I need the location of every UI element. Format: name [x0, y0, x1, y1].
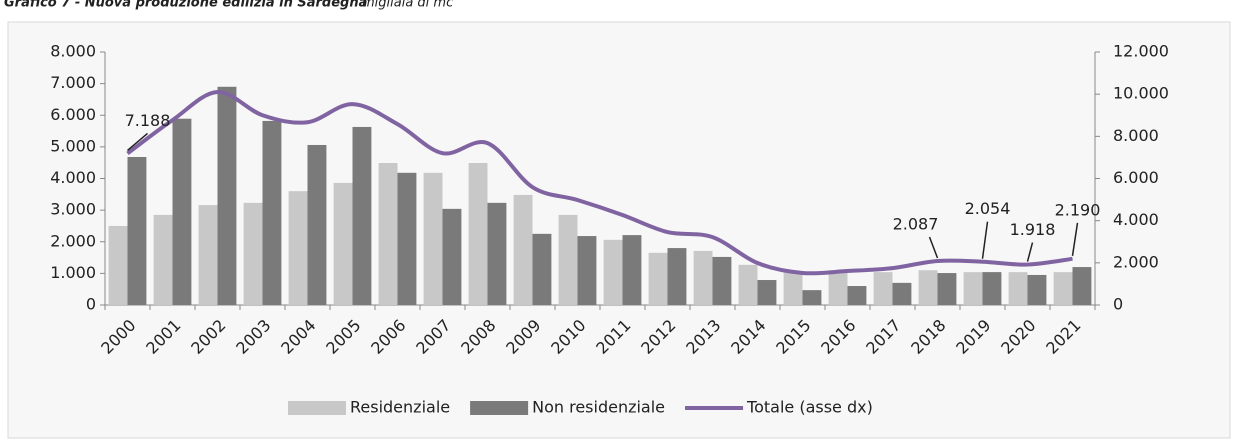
bar — [1008, 272, 1028, 305]
bar — [937, 273, 957, 305]
y-tick-label: 2.000 — [50, 231, 96, 250]
bar — [847, 286, 867, 305]
bar — [172, 118, 192, 305]
y2-tick-label: 12.000 — [1113, 42, 1169, 61]
bar — [513, 194, 533, 305]
leader-line — [1026, 242, 1034, 262]
bar — [1027, 274, 1047, 305]
y-tick-label: 6.000 — [50, 105, 96, 124]
data-label: 1.918 — [1010, 220, 1056, 239]
bar — [603, 239, 623, 305]
bar — [577, 236, 597, 305]
bar — [423, 172, 443, 305]
bar — [378, 163, 398, 305]
y-tick-label: 0 — [86, 295, 96, 314]
bar — [288, 191, 308, 305]
legend-swatch — [470, 401, 529, 415]
bar — [558, 214, 578, 305]
leader-line — [928, 236, 939, 259]
y2-tick-label: 0 — [1113, 295, 1123, 314]
bar — [802, 290, 822, 305]
line — [126, 90, 1073, 276]
data-label: 2.190 — [1055, 200, 1101, 219]
data-label: 2.087 — [893, 214, 939, 233]
y-tick-label: 7.000 — [50, 73, 96, 92]
data-label: 7.188 — [125, 111, 171, 130]
bar — [153, 214, 173, 305]
bar — [712, 256, 732, 305]
bar — [1053, 272, 1073, 305]
bar — [217, 86, 237, 305]
y2-tick-label: 6.000 — [1113, 168, 1159, 187]
chart-subtitle: migliaia di mc — [362, 0, 453, 11]
y-tick-label: 1.000 — [50, 263, 96, 282]
bar — [622, 235, 642, 305]
bar — [532, 233, 552, 305]
bar — [108, 225, 128, 305]
bar — [333, 182, 353, 305]
bar — [397, 172, 417, 305]
bar — [352, 126, 372, 305]
bar — [667, 248, 687, 305]
bar — [198, 205, 218, 305]
bar — [963, 272, 983, 305]
leader-line — [981, 221, 989, 259]
y-tick-label: 5.000 — [50, 136, 96, 155]
legend-label: Residenziale — [350, 398, 450, 417]
bar — [1072, 267, 1092, 305]
y2-tick-label: 8.000 — [1113, 126, 1159, 145]
bar — [892, 282, 912, 305]
data-label: 2.054 — [965, 199, 1011, 218]
y2-tick-label: 2.000 — [1113, 252, 1159, 271]
bar — [783, 272, 803, 305]
bar — [918, 270, 938, 305]
bar — [873, 272, 893, 305]
y-tick-label: 3.000 — [50, 200, 96, 219]
y2-tick-label: 10.000 — [1113, 84, 1169, 103]
bar — [442, 208, 462, 305]
bar — [243, 202, 263, 305]
bar — [468, 163, 488, 305]
bar — [982, 272, 1002, 305]
legend-swatch — [288, 401, 346, 415]
leader-line — [1071, 222, 1079, 256]
chart-title: Grafico 7 - Nuova produzione edilizia in… — [4, 0, 367, 11]
bar — [757, 280, 777, 305]
bar — [738, 264, 758, 305]
legend-label: Totale (asse dx) — [746, 398, 873, 417]
bar — [828, 270, 848, 305]
y-tick-label: 4.000 — [50, 168, 96, 187]
bar — [127, 156, 147, 305]
y-tick-label: 8.000 — [50, 42, 96, 61]
bar — [262, 120, 282, 305]
bar — [693, 250, 713, 305]
bar — [648, 252, 668, 305]
y2-tick-label: 4.000 — [1113, 210, 1159, 229]
bar — [487, 202, 507, 305]
leader-line — [127, 132, 148, 152]
legend-label: Non residenziale — [532, 398, 665, 417]
bar — [307, 144, 327, 305]
